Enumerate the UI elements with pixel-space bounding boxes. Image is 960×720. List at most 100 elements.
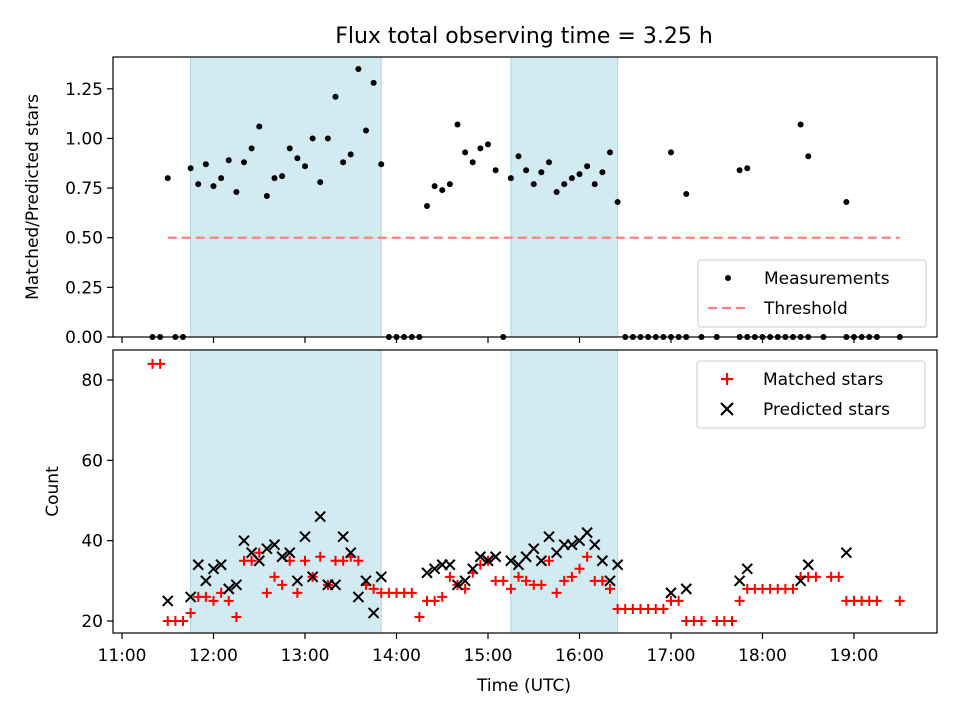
data-point — [302, 163, 308, 170]
data-point — [231, 611, 242, 622]
data-point — [733, 575, 746, 587]
data-point — [523, 167, 530, 174]
legend-label: Matched stars — [763, 370, 883, 390]
data-point — [230, 579, 243, 591]
data-point — [530, 181, 537, 188]
data-point — [683, 191, 690, 198]
data-point — [605, 583, 615, 594]
data-point — [355, 65, 362, 72]
data-point — [185, 607, 196, 618]
data-point — [505, 583, 516, 594]
data-point — [446, 181, 453, 188]
x-axis-label: Time (UTC) — [476, 676, 571, 696]
data-point — [263, 193, 270, 200]
data-point — [513, 571, 524, 582]
data-point — [208, 595, 219, 606]
data-point — [741, 563, 753, 575]
chart-title: Flux total observing time = 3.25 h — [335, 24, 713, 49]
data-point — [566, 538, 578, 551]
data-point — [559, 575, 570, 586]
data-point — [576, 171, 583, 178]
data-point — [485, 141, 491, 148]
x-tick-label: 11:00 — [98, 646, 147, 666]
data-point — [256, 123, 263, 130]
data-point — [294, 155, 301, 162]
data-point — [309, 135, 316, 142]
data-point — [543, 530, 555, 543]
data-point — [614, 198, 621, 205]
data-point — [370, 79, 377, 86]
data-point — [238, 534, 250, 547]
data-point — [253, 555, 265, 567]
legend-box — [696, 360, 926, 429]
data-point — [292, 587, 303, 598]
data-point — [164, 175, 171, 182]
data-point — [353, 555, 364, 566]
data-point — [276, 551, 288, 563]
data-point — [248, 145, 255, 152]
data-point — [492, 167, 499, 174]
data-point — [840, 547, 853, 559]
x-tick-label: 14:00 — [372, 646, 421, 666]
x-tick-label: 12:00 — [189, 646, 238, 666]
data-point — [332, 93, 339, 100]
data-point — [561, 181, 568, 188]
data-point — [261, 542, 273, 555]
data-point — [833, 571, 844, 582]
data-point — [367, 607, 380, 619]
legend: Measurements Threshold — [697, 259, 927, 328]
axes-frame — [112, 56, 938, 338]
data-point — [736, 167, 743, 174]
x-tick-label: 16:00 — [555, 646, 604, 666]
data-point — [207, 563, 220, 575]
data-point — [462, 149, 469, 156]
data-point — [604, 575, 616, 587]
legend-label: Predicted stars — [763, 400, 890, 420]
data-point — [431, 183, 438, 190]
y-tick-label: 40 — [81, 532, 103, 552]
shaded-band-1 — [190, 56, 382, 338]
data-point — [607, 149, 613, 156]
data-point — [437, 591, 448, 602]
y-axis-label: Matched/Predicted stars — [23, 94, 43, 300]
data-point — [894, 595, 905, 606]
data-point — [299, 530, 311, 543]
data-point — [279, 173, 286, 180]
data-point — [459, 575, 471, 587]
data-point — [338, 555, 349, 566]
data-point — [515, 153, 522, 160]
data-point — [233, 189, 240, 196]
panel-counts: 20 40 60 80 11:00 12:00 13:00 14:00 15:00 16:00 17… — [43, 349, 938, 666]
data-point — [225, 157, 232, 164]
axes-frame — [112, 349, 938, 634]
data-point — [195, 181, 202, 188]
data-point — [414, 611, 425, 622]
data-point — [337, 530, 349, 543]
data-point — [223, 583, 235, 595]
data-point — [507, 175, 514, 182]
data-point — [599, 169, 606, 176]
panel-ratio: 0.00 0.25 0.50 0.75 1.00 1.25 Matched/Predicte… — [23, 56, 938, 348]
legend-marker-matched — [721, 373, 733, 385]
data-point — [680, 583, 692, 595]
shaded-band-2 — [510, 56, 619, 338]
x-tick-label: 19:00 — [830, 646, 879, 666]
shaded-band-1 — [190, 349, 382, 634]
data-point — [162, 595, 174, 607]
y-tick-label: 0.50 — [65, 229, 103, 249]
data-point — [268, 538, 281, 551]
data-point — [544, 555, 554, 566]
data-point — [467, 563, 479, 575]
data-point — [192, 559, 204, 571]
y-tick-label: 0.00 — [65, 328, 103, 348]
data-point — [551, 587, 562, 598]
legend-label: Measurements — [764, 269, 890, 289]
data-point — [360, 575, 372, 587]
data-point — [277, 579, 288, 590]
data-point — [200, 575, 212, 587]
series-predicted-stars — [162, 510, 853, 619]
data-point — [317, 179, 324, 186]
data-point — [482, 555, 494, 567]
data-point — [406, 587, 417, 598]
